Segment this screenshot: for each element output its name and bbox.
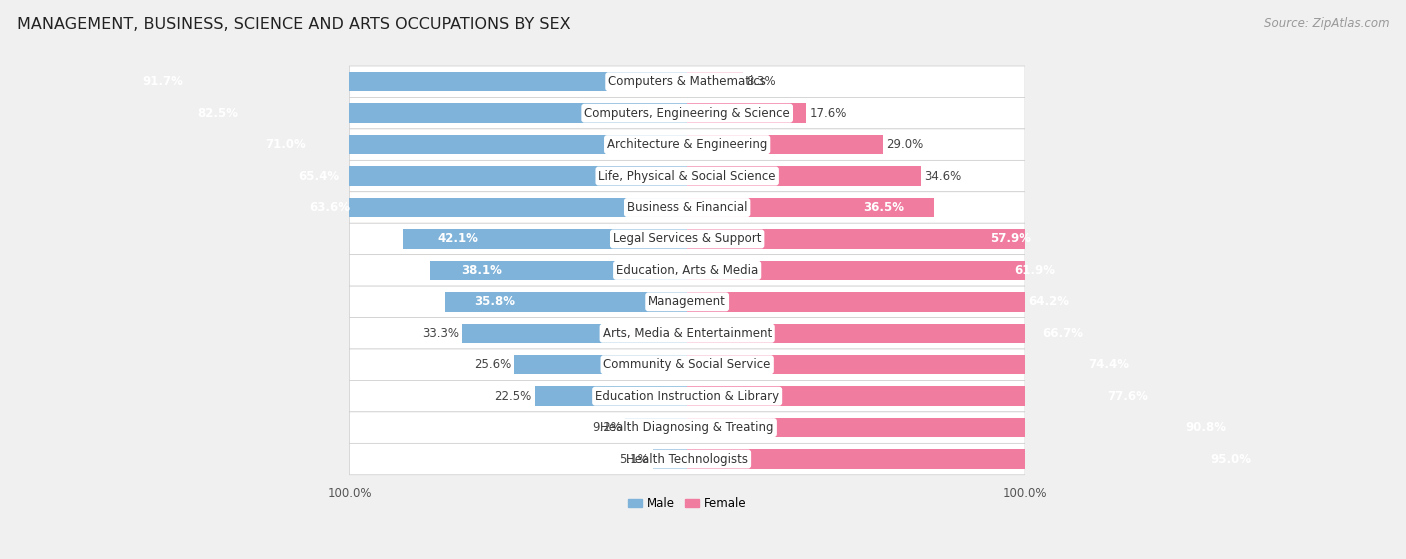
Bar <box>688 260 1105 280</box>
FancyBboxPatch shape <box>349 318 1025 349</box>
Text: 65.4%: 65.4% <box>298 169 340 183</box>
Bar <box>688 292 1121 311</box>
FancyBboxPatch shape <box>349 381 1025 412</box>
Text: Arts, Media & Entertainment: Arts, Media & Entertainment <box>603 327 772 340</box>
Bar <box>404 229 688 249</box>
Text: 64.2%: 64.2% <box>1028 295 1069 309</box>
Text: 22.5%: 22.5% <box>495 390 531 402</box>
Bar <box>430 260 688 280</box>
FancyBboxPatch shape <box>349 129 1025 160</box>
Text: Management: Management <box>648 295 725 309</box>
Text: 34.6%: 34.6% <box>924 169 962 183</box>
FancyBboxPatch shape <box>349 66 1025 97</box>
Text: Computers & Mathematics: Computers & Mathematics <box>609 75 766 88</box>
Text: 57.9%: 57.9% <box>990 233 1032 245</box>
Bar <box>688 418 1301 437</box>
FancyBboxPatch shape <box>349 255 1025 286</box>
Text: 25.6%: 25.6% <box>474 358 510 371</box>
Bar <box>208 135 688 154</box>
Bar <box>688 324 1137 343</box>
Bar <box>688 135 883 154</box>
Bar <box>129 103 688 123</box>
FancyBboxPatch shape <box>349 223 1025 255</box>
Bar <box>688 449 1329 469</box>
Text: Community & Social Service: Community & Social Service <box>603 358 770 371</box>
Legend: Male, Female: Male, Female <box>623 492 751 515</box>
Bar <box>652 449 688 469</box>
Bar <box>67 72 688 92</box>
Text: 77.6%: 77.6% <box>1108 390 1149 402</box>
Text: 17.6%: 17.6% <box>810 107 846 120</box>
Text: 35.8%: 35.8% <box>474 295 516 309</box>
Text: 74.4%: 74.4% <box>1088 358 1129 371</box>
Bar <box>688 198 934 217</box>
Text: 90.8%: 90.8% <box>1185 421 1227 434</box>
Text: Education, Arts & Media: Education, Arts & Media <box>616 264 758 277</box>
Text: MANAGEMENT, BUSINESS, SCIENCE AND ARTS OCCUPATIONS BY SEX: MANAGEMENT, BUSINESS, SCIENCE AND ARTS O… <box>17 17 571 32</box>
Text: 8.3%: 8.3% <box>747 75 776 88</box>
FancyBboxPatch shape <box>349 160 1025 192</box>
Bar <box>446 292 688 311</box>
Bar <box>688 229 1078 249</box>
Text: 71.0%: 71.0% <box>266 138 307 151</box>
Text: 66.7%: 66.7% <box>1043 327 1084 340</box>
Text: 9.2%: 9.2% <box>592 421 621 434</box>
Text: 82.5%: 82.5% <box>197 107 238 120</box>
FancyBboxPatch shape <box>349 192 1025 223</box>
FancyBboxPatch shape <box>349 349 1025 381</box>
FancyBboxPatch shape <box>349 443 1025 475</box>
Text: Education Instruction & Library: Education Instruction & Library <box>595 390 779 402</box>
Text: Architecture & Engineering: Architecture & Engineering <box>607 138 768 151</box>
Bar <box>463 324 688 343</box>
Text: Health Technologists: Health Technologists <box>626 453 748 466</box>
Bar <box>536 386 688 406</box>
Bar <box>688 355 1189 375</box>
FancyBboxPatch shape <box>349 97 1025 129</box>
Bar <box>515 355 688 375</box>
Text: 5.1%: 5.1% <box>620 453 650 466</box>
Bar <box>688 386 1212 406</box>
Text: Source: ZipAtlas.com: Source: ZipAtlas.com <box>1264 17 1389 30</box>
Text: Computers, Engineering & Science: Computers, Engineering & Science <box>585 107 790 120</box>
Text: 95.0%: 95.0% <box>1211 453 1251 466</box>
Bar <box>688 72 744 92</box>
Text: 29.0%: 29.0% <box>886 138 924 151</box>
Bar <box>688 167 921 186</box>
Text: 38.1%: 38.1% <box>461 264 502 277</box>
Bar <box>257 198 688 217</box>
Bar <box>246 167 688 186</box>
Text: Business & Financial: Business & Financial <box>627 201 748 214</box>
Text: 42.1%: 42.1% <box>437 233 478 245</box>
FancyBboxPatch shape <box>349 286 1025 318</box>
Text: 91.7%: 91.7% <box>142 75 183 88</box>
Text: Legal Services & Support: Legal Services & Support <box>613 233 762 245</box>
Text: Life, Physical & Social Science: Life, Physical & Social Science <box>599 169 776 183</box>
Text: Health Diagnosing & Treating: Health Diagnosing & Treating <box>600 421 773 434</box>
Bar <box>688 103 806 123</box>
Text: 33.3%: 33.3% <box>422 327 458 340</box>
FancyBboxPatch shape <box>349 412 1025 443</box>
Text: 36.5%: 36.5% <box>863 201 904 214</box>
Text: 63.6%: 63.6% <box>309 201 350 214</box>
Bar <box>626 418 688 437</box>
Text: 61.9%: 61.9% <box>1014 264 1054 277</box>
